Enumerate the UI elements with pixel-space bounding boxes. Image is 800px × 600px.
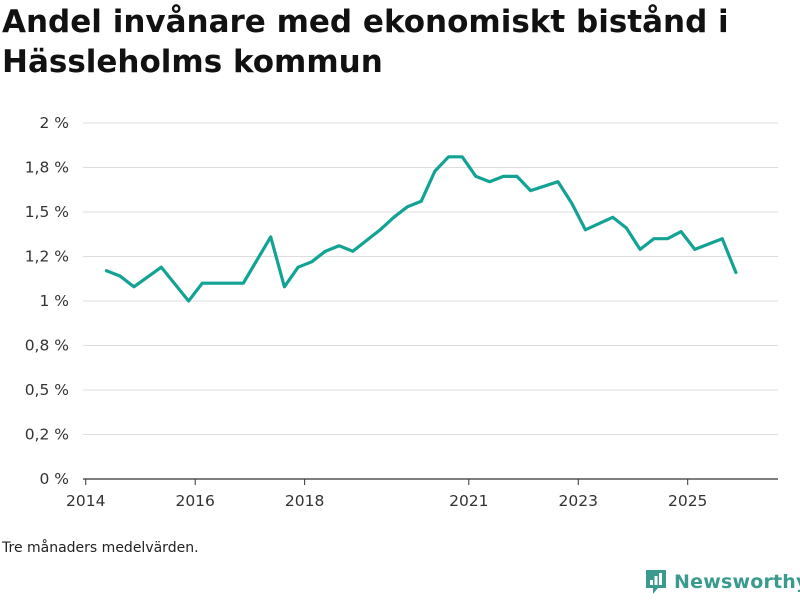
chart-title: Andel invånare med ekonomiskt bistånd i … xyxy=(2,4,729,80)
x-tick-label: 2016 xyxy=(175,492,214,510)
y-tick-label: 1 % xyxy=(39,292,69,310)
series-line-0 xyxy=(104,155,738,303)
x-tick-label: 2023 xyxy=(559,492,598,510)
x-tick-label: 2014 xyxy=(66,492,105,510)
y-axis-ticks: 0 % 0,2 % 0,5 % 0,8 % 1 % 1,2 % 1,5 % 1,8 % 2 % xyxy=(25,114,69,488)
x-tick-label: 2025 xyxy=(668,492,707,510)
y-tick-label: 1,8 % xyxy=(25,159,69,177)
brand-name: Newsworthy xyxy=(674,571,800,593)
y-tick-label: 0,2 % xyxy=(25,426,69,444)
x-axis: 2014 2016 2018 2021 2023 2025 xyxy=(66,478,778,510)
newsworthy-logo-icon xyxy=(646,570,666,594)
y-tick-label: 0,8 % xyxy=(25,337,69,355)
x-tick-label: 2018 xyxy=(285,492,324,510)
y-tick-label: 0 % xyxy=(39,470,69,488)
chart-note: Tre månaders medelvärden. xyxy=(2,540,199,556)
y-tick-label: 0,5 % xyxy=(25,381,69,399)
series-layer xyxy=(104,155,738,303)
x-tick-label: 2021 xyxy=(449,492,488,510)
brand-logo: Newsworthy xyxy=(644,568,800,596)
y-tick-label: 1,2 % xyxy=(25,248,69,266)
grid-lines xyxy=(83,122,778,435)
y-tick-label: 1,5 % xyxy=(25,203,69,221)
y-tick-label: 2 % xyxy=(39,114,69,132)
